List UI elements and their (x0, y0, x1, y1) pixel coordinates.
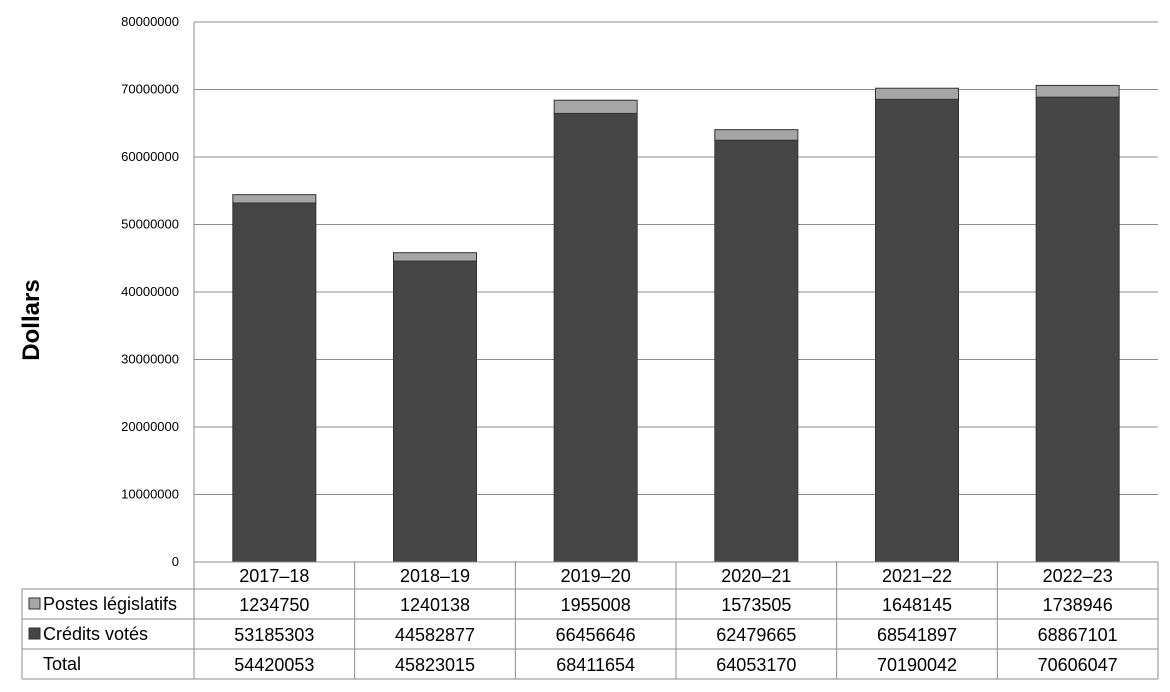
data-label: 1573505 (721, 595, 791, 615)
y-tick-label: 60000000 (121, 149, 179, 164)
y-tick-label: 10000000 (121, 487, 179, 502)
y-axis-title: Dollars (18, 279, 45, 361)
total-value: 45823015 (395, 655, 475, 675)
bar-segment (553, 99, 638, 114)
bar-segment (393, 260, 477, 563)
total-value: 68411654 (556, 655, 635, 675)
bar-segment (875, 87, 959, 100)
y-tick-label: 40000000 (121, 284, 179, 299)
data-label: 66456646 (556, 625, 636, 645)
bar-segment (232, 194, 317, 204)
x-tick-label: 2017–18 (239, 566, 309, 586)
total-label: Total (43, 654, 81, 674)
legend-key (28, 597, 41, 610)
y-tick-label: 30000000 (121, 352, 179, 367)
data-label: 53185303 (234, 625, 314, 645)
bar-segment (1035, 84, 1120, 98)
legend-label: Postes législatifs (43, 594, 177, 614)
y-tick-label: 80000000 (121, 14, 179, 29)
bar-segment (553, 112, 638, 563)
legend-key (28, 627, 41, 640)
data-label: 1648145 (882, 595, 952, 615)
bar-segment (232, 202, 317, 563)
total-value: 54420053 (234, 655, 314, 675)
data-label: 1738946 (1043, 595, 1113, 615)
data-label: 68541897 (877, 625, 957, 645)
data-label: 62479665 (716, 625, 796, 645)
y-tick-label: 70000000 (121, 82, 179, 97)
x-tick-label: 2021–22 (882, 566, 952, 586)
legend-label: Crédits votés (43, 624, 148, 644)
x-tick-label: 2019–20 (561, 566, 631, 586)
bar-segment (875, 98, 959, 563)
bar-segment (1035, 96, 1120, 563)
y-tick-label: 50000000 (121, 217, 179, 232)
data-label: 1955008 (561, 595, 631, 615)
data-label: 1234750 (239, 595, 309, 615)
x-tick-label: 2022–23 (1043, 566, 1113, 586)
data-label: 1240138 (400, 595, 470, 615)
bar-segment (393, 252, 477, 262)
y-tick-label: 0 (172, 554, 179, 569)
x-tick-label: 2018–19 (400, 566, 470, 586)
data-label: 68867101 (1038, 625, 1118, 645)
bar-segment (714, 139, 799, 563)
x-tick-label: 2020–21 (721, 566, 791, 586)
total-value: 70190042 (877, 655, 957, 675)
bar-segment (714, 129, 799, 141)
total-value: 70606047 (1038, 655, 1118, 675)
y-axis-title-container: Dollars (12, 260, 52, 380)
data-label: 44582877 (395, 625, 475, 645)
y-tick-label: 20000000 (121, 419, 179, 434)
total-value: 64053170 (716, 655, 796, 675)
